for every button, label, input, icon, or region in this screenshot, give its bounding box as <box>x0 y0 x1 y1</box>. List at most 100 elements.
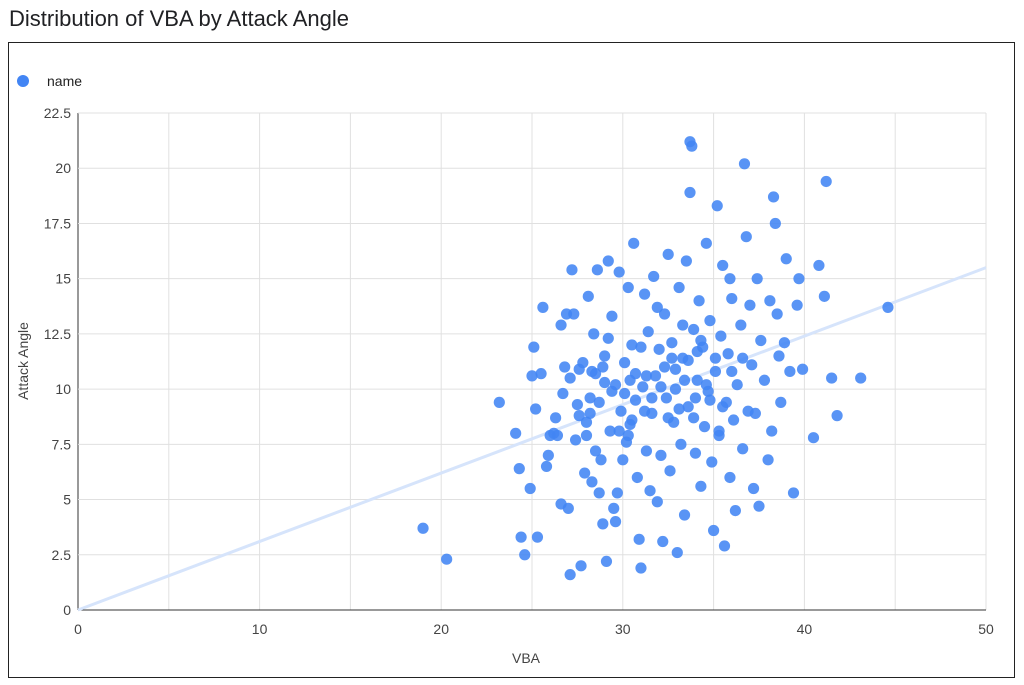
data-point <box>778 337 791 349</box>
data-point <box>530 403 542 415</box>
data-point <box>793 273 805 285</box>
data-point <box>597 361 609 373</box>
data-point <box>658 361 671 373</box>
data-point <box>671 546 683 559</box>
data-point <box>584 407 596 420</box>
data-point <box>528 341 540 353</box>
data-point <box>704 394 716 406</box>
data-point <box>649 370 662 382</box>
data-point <box>582 290 594 302</box>
data-point <box>586 365 598 378</box>
data-point <box>726 365 738 378</box>
data-point <box>535 368 547 380</box>
data-point <box>579 467 591 479</box>
data-point <box>700 237 712 249</box>
data-point <box>693 295 705 307</box>
data-point <box>749 407 761 420</box>
data-point <box>660 392 672 404</box>
data-point <box>738 158 751 170</box>
data-point <box>724 471 736 484</box>
data-point <box>706 456 718 468</box>
data-point <box>700 379 712 391</box>
data-point <box>677 319 689 331</box>
data-point <box>615 405 627 417</box>
x-tick-label: 10 <box>252 621 268 637</box>
trendline-layer <box>77 266 987 612</box>
data-point <box>755 334 767 347</box>
data-point <box>493 396 505 408</box>
data-point <box>573 410 585 422</box>
data-point <box>619 357 631 369</box>
trendline <box>77 266 987 612</box>
data-point <box>689 392 702 404</box>
x-tick-label: 0 <box>74 621 82 637</box>
data-point <box>648 270 660 283</box>
data-point <box>622 281 634 294</box>
data-point <box>644 485 656 497</box>
y-tick-label: 15 <box>55 271 71 287</box>
data-point <box>813 259 825 272</box>
data-point <box>726 292 738 305</box>
data-point <box>731 379 743 391</box>
data-point <box>682 401 694 413</box>
data-point <box>818 290 830 302</box>
data-point <box>657 535 669 548</box>
data-point <box>708 524 720 537</box>
data-point <box>686 140 698 152</box>
data-point <box>807 432 820 444</box>
data-point <box>635 562 647 574</box>
data-point <box>591 264 603 276</box>
data-point <box>758 374 771 386</box>
data-point <box>575 560 587 572</box>
data-point <box>600 555 613 568</box>
data-point <box>724 273 736 285</box>
data-point <box>737 352 749 364</box>
data-point <box>655 449 667 461</box>
data-point <box>744 299 756 311</box>
data-point <box>718 540 731 552</box>
data-point <box>593 487 605 499</box>
data-point <box>651 496 663 508</box>
data-point <box>441 553 453 565</box>
data-point <box>638 288 651 300</box>
data-point <box>646 392 658 404</box>
data-point <box>526 370 538 382</box>
data-point <box>613 425 625 437</box>
data-point <box>510 427 522 439</box>
data-point <box>593 396 605 408</box>
data-point <box>566 264 578 276</box>
data-point <box>747 482 760 495</box>
data-point <box>597 518 609 530</box>
data-point <box>740 231 752 243</box>
data-point <box>640 370 653 382</box>
data-point <box>602 332 614 344</box>
data-point <box>673 403 685 415</box>
data-point <box>602 255 614 267</box>
data-point <box>524 482 536 495</box>
data-point <box>604 425 616 437</box>
data-point <box>580 416 593 428</box>
chart-frame: 0 2.5 5 7.5 10 12.5 15 17.5 20 22.5 0 10 20 30 40 50 n… <box>8 42 1015 678</box>
data-point <box>531 531 544 543</box>
data-point <box>704 315 716 327</box>
data-point <box>691 374 703 386</box>
data-point <box>713 425 725 437</box>
data-point <box>609 516 622 528</box>
data-point <box>773 350 785 362</box>
data-point <box>577 357 589 369</box>
data-point <box>542 449 554 461</box>
data-point <box>551 429 564 442</box>
data-point <box>658 308 671 320</box>
data-point <box>513 463 525 475</box>
y-tick-label: 7.5 <box>52 436 72 452</box>
data-point <box>669 363 682 375</box>
data-point <box>735 319 747 331</box>
x-tick-label: 20 <box>433 621 449 637</box>
data-point <box>746 359 758 371</box>
data-point <box>608 502 620 514</box>
data-point <box>882 301 894 313</box>
data-point <box>642 326 654 338</box>
data-point <box>588 328 600 340</box>
data-point <box>666 352 678 364</box>
data-point <box>715 330 727 342</box>
